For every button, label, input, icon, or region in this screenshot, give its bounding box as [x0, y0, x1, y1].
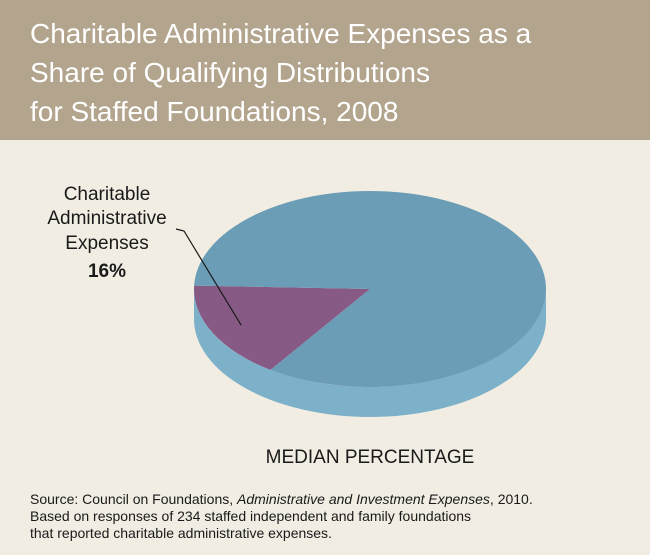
pie-chart: [175, 191, 546, 417]
slice-label-line-1: Charitable: [63, 184, 151, 205]
pie-side-wall: [194, 289, 546, 417]
slice-label-line-2: Administrative: [47, 208, 167, 229]
slice-label-line-3: Expenses: [65, 233, 149, 254]
pie-group: [175, 191, 546, 417]
source-note: Source: Council on Foundations, Administ…: [30, 491, 640, 542]
slice-value-label: 16%: [87, 261, 127, 282]
source-citation: Source: Council on Foundations, Administ…: [30, 491, 640, 508]
pie-slice-admin-expenses: [194, 285, 370, 370]
source-note-line-1: Based on responses of 234 staffed indepe…: [30, 508, 472, 524]
title-banner: Charitable Administrative Expenses as a …: [0, 0, 650, 140]
chart-title-line-2: Share of Qualifying Distributions: [30, 57, 430, 88]
source-suffix: , 2010.: [489, 491, 533, 507]
pie-slice-other: [194, 191, 546, 388]
chart-title-line-1: Charitable Administrative Expenses as a: [30, 18, 532, 49]
source-note-line-2: that reported charitable administrative …: [30, 525, 332, 541]
slice-leader-line: [175, 228, 242, 326]
chart-caption: MEDIAN PERCENTAGE: [265, 447, 475, 468]
source-prefix: Source: Council on Foundations,: [30, 491, 238, 507]
source-publication: Administrative and Investment Expenses: [237, 491, 490, 507]
chart-title-line-3: for Staffed Foundations, 2008: [30, 96, 399, 127]
